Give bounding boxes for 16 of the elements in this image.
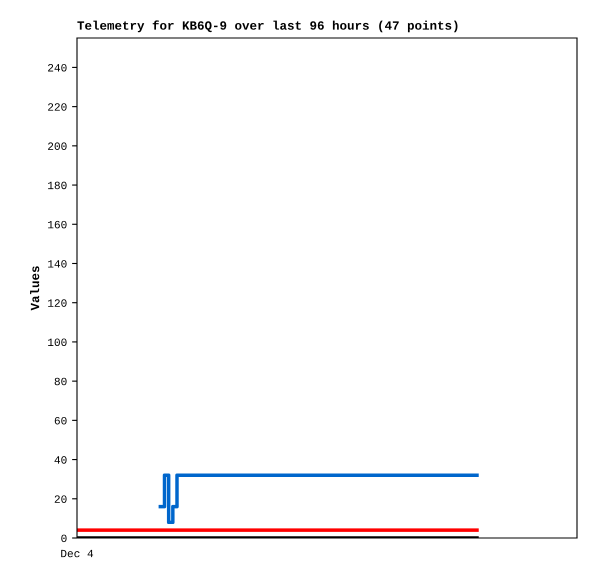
y-tick-label: 80 — [54, 378, 67, 386]
y-tick-label: 40 — [54, 456, 67, 464]
y-tick-label: 0 — [61, 534, 67, 542]
y-tick-label: 200 — [48, 142, 67, 150]
y-tick-label: 160 — [48, 220, 67, 228]
y-tick-label: 120 — [48, 299, 67, 307]
y-tick-label: 240 — [48, 64, 67, 72]
y-tick-label: 100 — [48, 338, 67, 346]
y-axis-title: Values — [30, 266, 40, 310]
y-tick-label: 60 — [54, 416, 67, 424]
y-tick-label: 20 — [54, 495, 67, 503]
chart-title: Telemetry for KB6Q-9 over last 96 hours (47 points) — [77, 20, 458, 32]
x-tick-label: Dec 4 — [61, 550, 94, 558]
y-tick-label: 140 — [48, 260, 67, 268]
y-tick-label: 180 — [48, 182, 67, 190]
y-tick-label: 220 — [48, 103, 67, 111]
